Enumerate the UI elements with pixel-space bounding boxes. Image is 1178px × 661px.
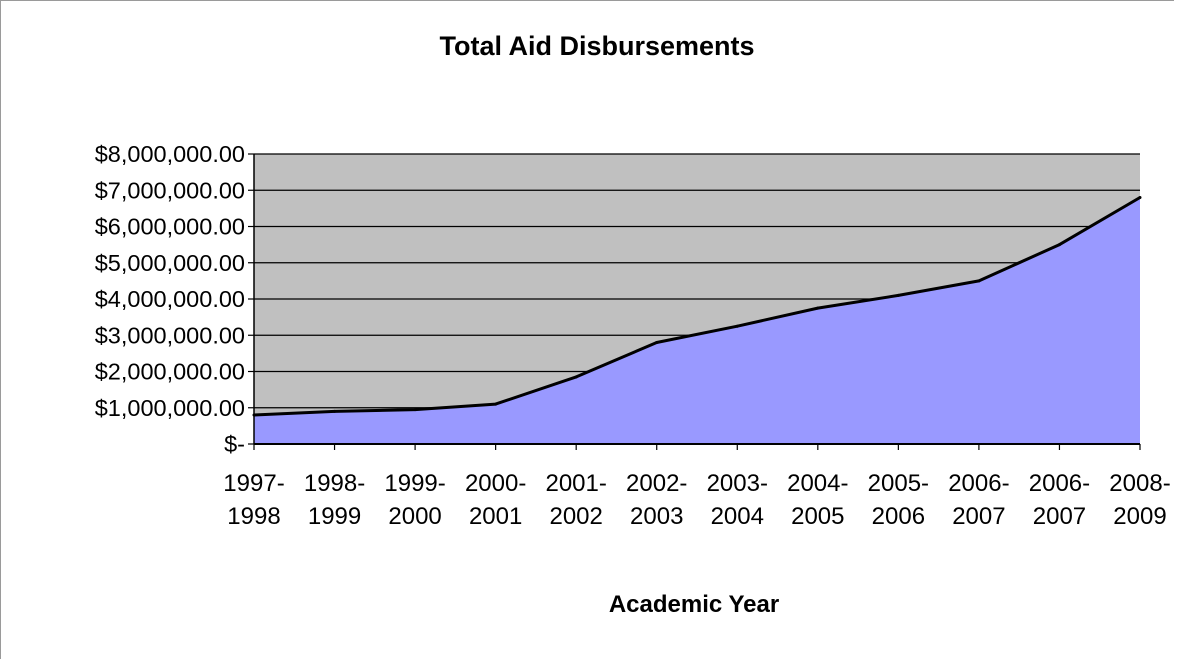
y-tick-label: $5,000,000.00 bbox=[95, 250, 245, 276]
series-line bbox=[253, 196, 1141, 417]
x-tick-label: 2002-2003 bbox=[626, 470, 687, 530]
y-tick-label: $2,000,000.00 bbox=[95, 359, 245, 385]
data-point bbox=[574, 375, 578, 379]
y-tick-label: $8,000,000.00 bbox=[95, 141, 245, 167]
data-point bbox=[252, 413, 256, 417]
x-axis-title: Academic Year bbox=[609, 591, 779, 618]
data-point bbox=[816, 306, 820, 310]
x-tick-label: 2005-2006 bbox=[868, 470, 929, 530]
data-point bbox=[413, 408, 417, 412]
x-tick-label: 2004-2005 bbox=[787, 470, 848, 530]
x-tick-label: 1997-1998 bbox=[223, 470, 284, 530]
data-point bbox=[1057, 243, 1061, 247]
x-tick-label: 2000-2001 bbox=[465, 470, 526, 530]
x-tick-label: 2003-2004 bbox=[707, 470, 768, 530]
x-tick-label: 1999-2000 bbox=[384, 470, 445, 530]
data-point bbox=[896, 293, 900, 297]
area-fill bbox=[254, 197, 1140, 444]
y-tick-label: $3,000,000.00 bbox=[95, 322, 245, 348]
y-tick-label: $7,000,000.00 bbox=[95, 177, 245, 203]
x-tick-label: 2006-2007 bbox=[1029, 470, 1090, 530]
x-tick-label: 1998-1999 bbox=[304, 470, 365, 530]
data-point bbox=[1138, 196, 1142, 199]
data-point bbox=[977, 279, 981, 283]
data-point bbox=[333, 409, 337, 413]
y-tick-label: $6,000,000.00 bbox=[95, 214, 245, 240]
y-tick-label: $4,000,000.00 bbox=[95, 286, 245, 312]
y-tick-label: $1,000,000.00 bbox=[95, 395, 245, 421]
data-point bbox=[735, 324, 739, 328]
chart-title: Total Aid Disbursements bbox=[439, 31, 754, 61]
data-point bbox=[655, 341, 659, 344]
data-point bbox=[494, 402, 498, 406]
x-tick-label: 2001-2002 bbox=[545, 470, 606, 530]
x-tick-label: 2008-2009 bbox=[1109, 470, 1170, 530]
x-tick-label: 2006-2007 bbox=[948, 470, 1009, 530]
y-tick-label: $- bbox=[224, 431, 245, 457]
